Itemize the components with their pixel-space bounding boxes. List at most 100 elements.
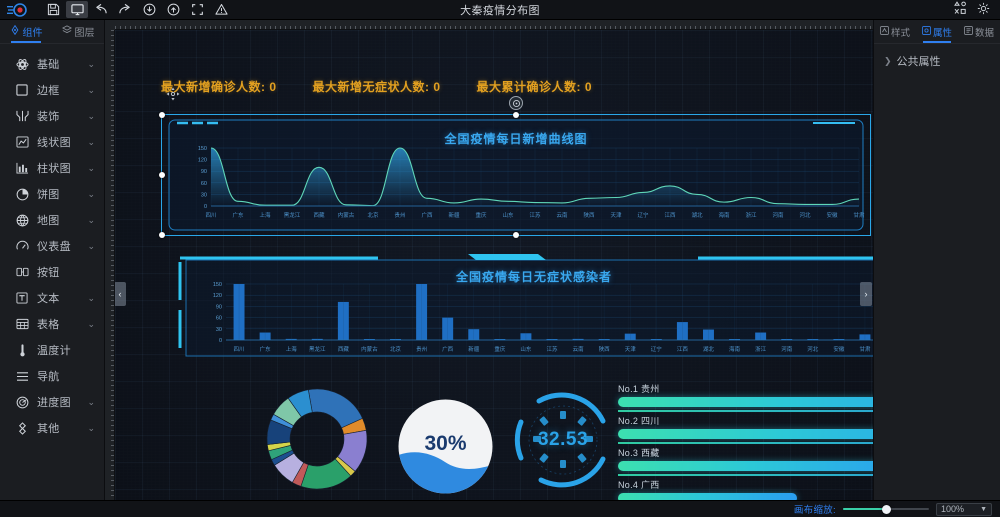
app-logo-icon[interactable]: [0, 2, 34, 17]
chevron-down-icon: ⌄: [87, 58, 95, 69]
svg-text:天津: 天津: [610, 212, 622, 219]
svg-text:安徽: 安徽: [833, 345, 845, 353]
sidebar-item-12[interactable]: 导航: [0, 363, 104, 389]
zoom-slider-knob[interactable]: [882, 504, 891, 514]
bar-chart-icon: [15, 161, 29, 175]
sidebar-item-14[interactable]: 其他 ⌄: [0, 415, 104, 441]
warning-button[interactable]: [210, 1, 232, 18]
sidebar-item-5[interactable]: 饼图 ⌄: [0, 181, 104, 207]
ranking-label: No.1 贵州: [618, 384, 660, 394]
zoom-select-value: 100%: [941, 504, 965, 514]
resize-handle-middle-left[interactable]: [159, 172, 165, 178]
preview-button[interactable]: [66, 1, 88, 18]
svg-text:甘肃: 甘肃: [859, 345, 871, 353]
undo-button[interactable]: [90, 1, 112, 18]
design-canvas[interactable]: 最大新增确诊人数: 0 最大新增无症状人数: 0 最大累计确诊人数: 0 全国疫…: [115, 30, 873, 500]
svg-text:广东: 广东: [232, 211, 244, 219]
svg-text:贵州: 贵州: [394, 211, 405, 219]
carousel-prev-button[interactable]: ‹: [115, 282, 126, 306]
zoom-slider[interactable]: [843, 504, 929, 514]
ranking-row[interactable]: No.2 四川: [618, 414, 873, 444]
other-icon: [15, 421, 29, 435]
sidebar-item-label: 表格: [37, 319, 60, 331]
gauge-widget[interactable]: 32.53: [511, 388, 615, 492]
top-toolbar: 大秦疫情分布图: [0, 0, 1000, 20]
sidebar-item-4[interactable]: 柱状图 ⌄: [0, 155, 104, 181]
line-chart-widget[interactable]: 全国疫情每日新增曲线图 0 30 60 90 120 150 四川 广东 上海 黑龙江 西藏 内蒙古 北…: [165, 118, 867, 232]
stat-new-confirmed: 最大新增确诊人数: 0: [161, 80, 277, 94]
props-icon: [922, 25, 931, 38]
sidebar-item-8[interactable]: 按钮: [0, 259, 104, 285]
sidebar-item-9[interactable]: 文本 ⌄: [0, 285, 104, 311]
bar-chart-widget[interactable]: 全国疫情每日无症状感染者 0 30 60 90 120 150 四川 广东 上海 黑龙江 西藏 内蒙古…: [178, 252, 873, 364]
ranking-row[interactable]: No.1 贵州: [618, 382, 873, 412]
resize-handle-bottom-left[interactable]: [159, 232, 165, 238]
sidebar-item-label: 基础: [37, 59, 60, 71]
redo-button[interactable]: [114, 1, 136, 18]
decor-icon: [15, 109, 29, 123]
vertical-ruler[interactable]: [105, 20, 115, 500]
sidebar-item-label: 导航: [37, 371, 60, 383]
sidebar-item-13[interactable]: 进度图 ⌄: [0, 389, 104, 415]
gauge-plot: [514, 392, 606, 488]
sidebar-item-3[interactable]: 线状图 ⌄: [0, 129, 104, 155]
svg-text:甘肃: 甘肃: [853, 211, 865, 219]
sidebar-item-2[interactable]: 装饰 ⌄: [0, 103, 104, 129]
toolbar-buttons: [42, 1, 232, 18]
shapes-icon[interactable]: [953, 1, 967, 18]
svg-text:北京: 北京: [367, 211, 379, 219]
sidebar-item-10[interactable]: 表格 ⌄: [0, 311, 104, 337]
tab-layers-label: 图层: [74, 28, 95, 39]
tab-components[interactable]: 组件: [0, 20, 52, 43]
resize-handle-top-left[interactable]: [159, 112, 165, 118]
sidebar-item-11[interactable]: 温度计: [0, 337, 104, 363]
export-button[interactable]: [162, 1, 184, 18]
gear-icon[interactable]: [977, 2, 990, 18]
sidebar-item-1[interactable]: 边框 ⌄: [0, 77, 104, 103]
resize-handle-top-center[interactable]: [513, 112, 519, 118]
import-button[interactable]: [138, 1, 160, 18]
tab-data[interactable]: 数据: [958, 20, 1000, 43]
thermometer-icon: [15, 343, 29, 357]
horizontal-ruler[interactable]: [105, 20, 873, 30]
svg-text:广东: 广东: [260, 345, 272, 353]
toolbar-right: [953, 1, 1000, 18]
liquid-gauge-plot: [398, 399, 493, 494]
section-public-properties[interactable]: ❯ 公共属性: [874, 44, 1000, 78]
ranking-bar: [618, 429, 873, 439]
resize-handle-bottom-center[interactable]: [513, 232, 519, 238]
carousel-next-button[interactable]: ›: [860, 282, 872, 306]
sidebar-item-label: 线状图: [37, 137, 71, 149]
fullscreen-button[interactable]: [186, 1, 208, 18]
selection-frame[interactable]: [159, 96, 871, 238]
ranking-row[interactable]: No.3 西藏: [618, 446, 873, 476]
svg-text:广西: 广西: [421, 211, 433, 219]
canvas-area[interactable]: 最大新增确诊人数: 0 最大新增无症状人数: 0 最大累计确诊人数: 0 全国疫…: [105, 20, 873, 500]
ranking-label: No.2 四川: [618, 416, 660, 426]
sidebar-item-0[interactable]: 基础 ⌄: [0, 51, 104, 77]
svg-text:河北: 河北: [807, 345, 819, 353]
svg-text:重庆: 重庆: [475, 211, 487, 219]
tab-properties[interactable]: 属性: [916, 20, 958, 43]
donut-chart-widget[interactable]: [263, 387, 371, 493]
tab-layers[interactable]: 图层: [52, 20, 104, 43]
layers-icon: [61, 25, 72, 38]
tab-style[interactable]: 样式: [874, 20, 916, 43]
zoom-select[interactable]: 100% ▼: [936, 502, 992, 516]
svg-text:北京: 北京: [390, 345, 402, 353]
svg-text:120: 120: [213, 293, 222, 299]
save-button[interactable]: [42, 1, 64, 18]
rotate-handle-icon[interactable]: [509, 96, 523, 110]
sidebar-item-7[interactable]: 仪表盘 ⌄: [0, 233, 104, 259]
svg-text:陕西: 陕西: [599, 345, 611, 353]
sidebar-item-label: 温度计: [37, 345, 71, 357]
svg-text:四川: 四川: [205, 212, 216, 219]
table-icon: [15, 317, 29, 331]
svg-text:江苏: 江苏: [546, 345, 558, 353]
liquid-gauge-widget[interactable]: 30%: [387, 398, 504, 495]
svg-text:辽宁: 辽宁: [651, 345, 663, 353]
sidebar-item-6[interactable]: 地图 ⌄: [0, 207, 104, 233]
ranking-row[interactable]: No.4 广西: [618, 478, 873, 500]
